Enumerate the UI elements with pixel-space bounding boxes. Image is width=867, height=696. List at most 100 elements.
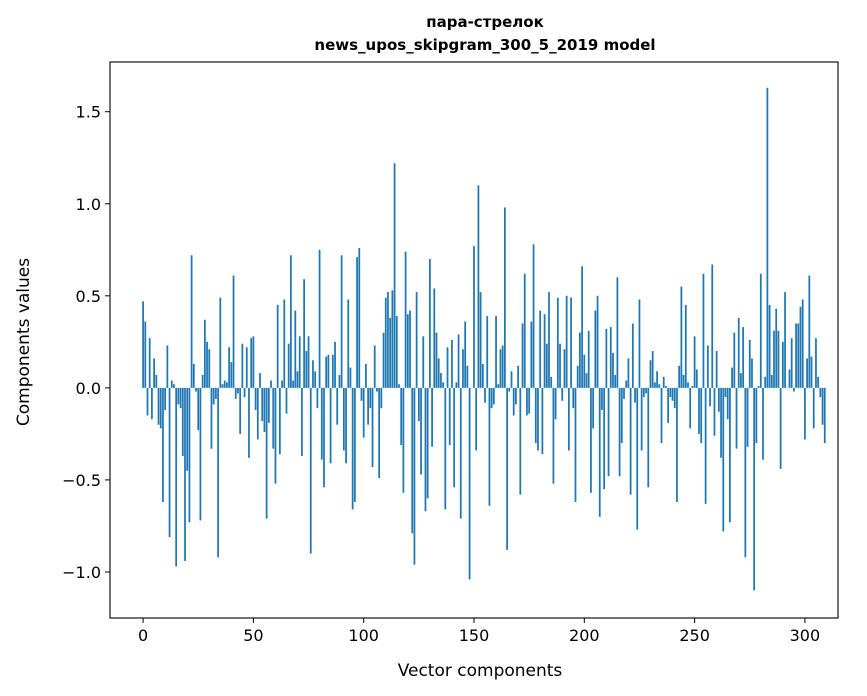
bar-8 [159, 387, 162, 429]
bar-165 [506, 387, 508, 550]
y-tick-label: 1.5 [76, 103, 101, 122]
bar-253 [700, 387, 703, 444]
bar-30 [208, 349, 211, 388]
bar-302 [808, 275, 811, 388]
bar-297 [797, 323, 800, 388]
bar-117 [400, 387, 403, 445]
bar-187 [554, 387, 557, 420]
bar-265 [726, 387, 729, 420]
bar-17 [179, 387, 182, 409]
bar-145 [462, 349, 464, 388]
bar-224 [636, 387, 639, 530]
bar-53 [259, 373, 261, 388]
bar-168 [512, 387, 515, 416]
bar-254 [702, 273, 705, 388]
bar-214 [614, 374, 617, 388]
bar-143 [457, 334, 460, 388]
bar-29 [206, 341, 208, 388]
bar-144 [459, 387, 462, 519]
bar-176 [530, 321, 533, 388]
chart-title-line2: news_upos_skipgram_300_5_2019 model [314, 36, 655, 54]
bar-285 [770, 374, 773, 388]
bar-33 [215, 387, 217, 399]
bar-309 [823, 387, 826, 444]
bar-45 [241, 343, 244, 388]
bar-303 [810, 356, 813, 388]
bar-304 [812, 387, 815, 429]
bar-222 [631, 323, 634, 388]
bar-291 [784, 292, 786, 388]
bar-106 [376, 387, 378, 392]
y-tick-label: −0.5 [62, 471, 101, 490]
bar-228 [645, 387, 647, 394]
bar-276 [751, 358, 753, 388]
bar-226 [640, 387, 643, 451]
bar-261 [717, 387, 720, 412]
bar-51 [254, 387, 257, 410]
bar-1 [144, 321, 147, 388]
bar-272 [742, 327, 745, 388]
bar-196 [574, 387, 577, 503]
bar-205 [594, 310, 597, 388]
bar-47 [245, 347, 248, 388]
bar-180 [539, 310, 542, 388]
bar-114 [393, 163, 396, 388]
bar-240 [671, 387, 674, 401]
plot-frame [109, 61, 839, 619]
bar-22 [190, 255, 193, 388]
bar-23 [192, 363, 195, 388]
bar-151 [475, 387, 478, 451]
bar-140 [451, 340, 453, 388]
bar-41 [232, 275, 235, 388]
bar-122 [411, 387, 414, 534]
bar-201 [585, 373, 588, 388]
bar-38 [226, 382, 228, 388]
bar-152 [477, 185, 480, 388]
bar-108 [380, 387, 383, 409]
bar-42 [234, 387, 237, 399]
bar-192 [565, 295, 568, 388]
bar-270 [737, 317, 740, 388]
bar-203 [590, 387, 592, 493]
bar-136 [442, 382, 444, 388]
bar-2 [146, 387, 149, 416]
bar-160 [495, 316, 497, 388]
bar-21 [188, 387, 191, 523]
bar-171 [519, 387, 522, 495]
bar-294 [790, 338, 793, 388]
bar-260 [715, 351, 718, 388]
bar-278 [755, 387, 758, 444]
bar-296 [795, 323, 797, 388]
bar-194 [570, 297, 572, 388]
bar-58 [270, 380, 272, 388]
bar-283 [766, 87, 769, 388]
bar-62 [278, 387, 281, 455]
bar-189 [559, 343, 561, 388]
bar-94 [349, 367, 352, 388]
bar-179 [537, 387, 539, 451]
bar-262 [720, 387, 722, 458]
x-tick-label: 300 [790, 626, 821, 645]
bar-46 [243, 387, 246, 398]
bar-195 [572, 387, 575, 409]
bar-215 [616, 277, 619, 388]
bar-147 [466, 365, 469, 388]
bar-157 [488, 387, 491, 506]
bar-271 [740, 373, 742, 388]
bar-242 [676, 387, 678, 503]
bar-84 [327, 354, 330, 388]
bar-12 [168, 387, 171, 537]
bar-177 [532, 244, 535, 388]
bar-275 [748, 340, 751, 388]
bar-269 [735, 387, 738, 449]
bar-274 [746, 387, 749, 447]
bar-86 [331, 354, 334, 388]
bar-61 [276, 305, 279, 388]
bar-97 [356, 257, 358, 388]
bar-98 [358, 247, 361, 388]
bar-238 [667, 387, 670, 423]
bar-259 [713, 387, 716, 436]
bar-87 [334, 341, 336, 388]
bar-268 [733, 332, 736, 388]
bar-48 [248, 387, 250, 458]
